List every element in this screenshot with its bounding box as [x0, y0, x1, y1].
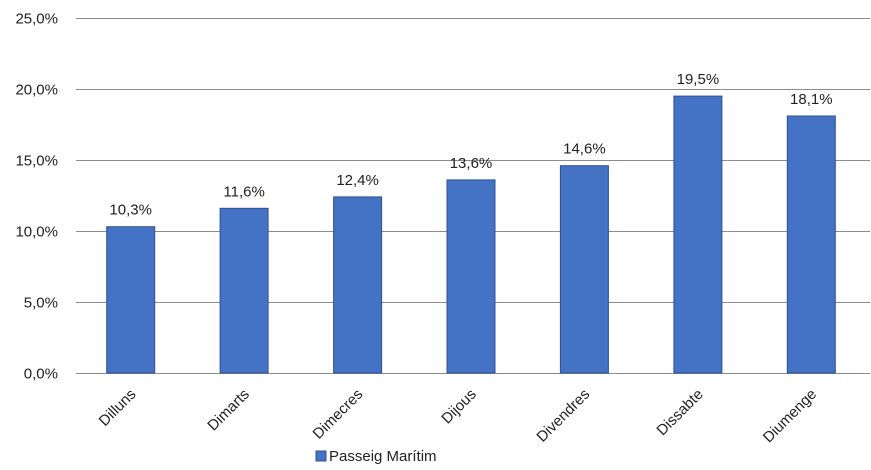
data-label: 12,4%: [336, 172, 379, 189]
bar: [446, 179, 496, 374]
data-labels: 10,3% 11,6% 12,4% 13,6% 14,6% 19,5% 18,1%: [109, 71, 832, 219]
data-label: 19,5%: [677, 71, 720, 88]
y-tick-label: 15,0%: [15, 153, 58, 170]
legend-label: Passeig Marítim: [329, 448, 437, 465]
bars: [106, 95, 836, 374]
data-label: 11,6%: [223, 183, 264, 200]
data-label: 10,3%: [109, 202, 152, 219]
bar: [106, 226, 156, 374]
x-tick-label: Dimarts: [204, 386, 253, 435]
y-tick-label: 5,0%: [24, 295, 58, 312]
x-tick-label: Diumenge: [760, 386, 820, 446]
x-tick-label: Dimecres: [310, 386, 367, 443]
y-tick-label: 20,0%: [15, 82, 58, 99]
bar: [786, 115, 836, 374]
x-tick-label: Dissabte: [653, 386, 706, 439]
y-tick-label: 25,0%: [15, 11, 58, 28]
data-label: 14,6%: [563, 141, 606, 158]
y-tick-label: 0,0%: [24, 366, 58, 383]
x-tick-label: Dilluns: [96, 386, 140, 430]
y-axis-tick-labels: 0,0% 5,0% 10,0% 15,0% 20,0% 25,0%: [15, 11, 58, 383]
legend-swatch: [315, 450, 327, 462]
data-label: 13,6%: [450, 155, 493, 172]
x-tick-label: Divendres: [533, 386, 593, 446]
y-tick-label: 10,0%: [15, 224, 58, 241]
x-tick-label: Dijous: [438, 386, 479, 427]
x-axis-category-labels: Dilluns Dimarts Dimecres Dijous Divendres Dis…: [96, 386, 820, 446]
data-label: 18,1%: [790, 91, 833, 108]
legend: Passeig Marítim: [315, 448, 437, 465]
bar: [219, 207, 269, 374]
bar: [673, 95, 723, 374]
bar: [333, 196, 383, 374]
bar: [559, 165, 609, 374]
